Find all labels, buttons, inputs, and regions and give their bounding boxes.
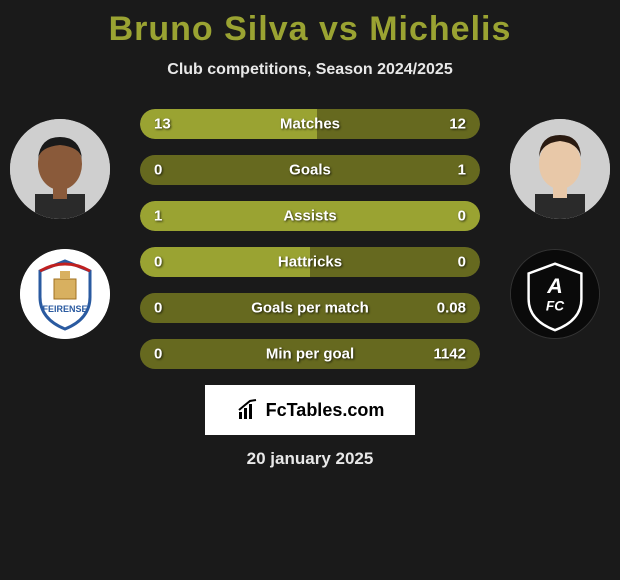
svg-text:A: A: [546, 274, 563, 298]
stat-label: Hattricks: [278, 254, 342, 271]
stat-value-right: 0.08: [437, 300, 466, 317]
stat-row: 0 1142 Min per goal: [140, 339, 480, 369]
player-left-avatar: [10, 119, 110, 219]
stat-value-left: 0: [154, 254, 162, 271]
comparison-content: FEIRENSE A FC 13 12 Matches 0 1 Goals 1 0 Assist…: [0, 109, 620, 369]
brand-badge: FcTables.com: [205, 385, 415, 435]
club-right-badge: A FC: [510, 249, 600, 339]
stat-row: 0 0 Hattricks: [140, 247, 480, 277]
stat-value-left: 0: [154, 162, 162, 179]
stat-value-left: 1: [154, 208, 162, 225]
stat-label: Goals: [289, 162, 331, 179]
stat-label: Matches: [280, 116, 340, 133]
stat-value-left: 0: [154, 300, 162, 317]
svg-text:FEIRENSE: FEIRENSE: [42, 304, 87, 314]
stat-label: Assists: [283, 208, 336, 225]
stat-value-left: 13: [154, 116, 171, 133]
club-left-badge: FEIRENSE: [20, 249, 110, 339]
stat-value-right: 1: [458, 162, 466, 179]
stat-value-right: 0: [458, 254, 466, 271]
stat-value-right: 0: [458, 208, 466, 225]
stat-row: 13 12 Matches: [140, 109, 480, 139]
comparison-title: Bruno Silva vs Michelis: [0, 0, 620, 49]
player-right-avatar: [510, 119, 610, 219]
stat-row: 0 0.08 Goals per match: [140, 293, 480, 323]
stat-value-right: 1142: [433, 346, 466, 363]
comparison-subtitle: Club competitions, Season 2024/2025: [0, 61, 620, 79]
stat-value-left: 0: [154, 346, 162, 363]
stat-label: Goals per match: [251, 300, 369, 317]
footer-date: 20 january 2025: [0, 449, 620, 469]
brand-icon: [236, 398, 260, 422]
stat-value-right: 12: [449, 116, 466, 133]
stat-label: Min per goal: [266, 346, 354, 363]
svg-text:FC: FC: [546, 299, 565, 314]
stat-row: 0 1 Goals: [140, 155, 480, 185]
stat-row: 1 0 Assists: [140, 201, 480, 231]
brand-text: FcTables.com: [266, 400, 385, 421]
stat-bars: 1312Matches01Goals10Assists00Hattricks00…: [140, 109, 480, 369]
